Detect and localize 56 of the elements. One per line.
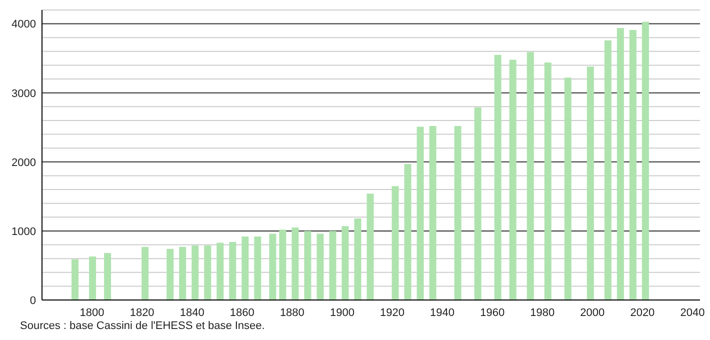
x-tick-label: 1800: [80, 306, 104, 319]
bar: [404, 164, 412, 300]
y-tick-label: 3000: [12, 88, 36, 100]
bar: [604, 40, 612, 300]
bar: [629, 30, 636, 300]
bar: [586, 66, 594, 300]
x-tick-label: 2020: [630, 306, 655, 319]
bar: [392, 186, 399, 300]
x-tick-label: 1820: [130, 306, 154, 319]
bar: [454, 126, 462, 300]
bar: [292, 228, 299, 300]
bar: [179, 246, 186, 300]
bar: [509, 60, 516, 300]
bar: [229, 242, 236, 300]
bar: [254, 236, 262, 300]
bar: [316, 234, 324, 300]
bar: [166, 248, 174, 300]
x-tick-label: 1920: [380, 306, 405, 319]
x-tick-label: 1960: [480, 306, 505, 319]
x-tick-label: 2040: [680, 306, 705, 319]
bar: [474, 107, 482, 300]
y-tick-label: 0: [30, 294, 36, 307]
x-tick-label: 2000: [580, 306, 605, 319]
bar: [104, 253, 112, 300]
bar: [142, 246, 149, 300]
y-tick-label: 1000: [12, 226, 36, 238]
bar: [429, 126, 436, 300]
bar: [544, 62, 552, 300]
bar: [242, 236, 249, 300]
bar: [279, 230, 286, 300]
bar: [192, 245, 199, 300]
x-tick-label: 1980: [530, 306, 555, 319]
bar: [216, 242, 224, 300]
bar: [304, 230, 312, 300]
y-tick-label: 2000: [12, 156, 36, 169]
bar: [72, 259, 79, 300]
bar: [269, 234, 276, 300]
bar: [416, 126, 424, 300]
y-tick-label: 4000: [12, 18, 36, 31]
bar: [526, 52, 534, 300]
x-tick-label: 1860: [230, 306, 254, 319]
bar: [494, 54, 502, 300]
bar: [354, 218, 362, 300]
x-tick-label: 1900: [330, 306, 354, 319]
bar: [329, 230, 336, 300]
x-tick-label: 1940: [430, 306, 455, 319]
source-note: Sources : base Cassini de l'EHESS et base Insee.: [20, 320, 266, 332]
bar: [89, 256, 96, 300]
bar: [564, 78, 572, 300]
bar: [342, 226, 349, 300]
x-tick-label: 1840: [180, 306, 204, 319]
x-tick-label: 1880: [280, 306, 304, 319]
bar: [204, 245, 212, 300]
bar: [366, 194, 374, 300]
bar: [642, 22, 649, 300]
bar: [616, 28, 624, 300]
